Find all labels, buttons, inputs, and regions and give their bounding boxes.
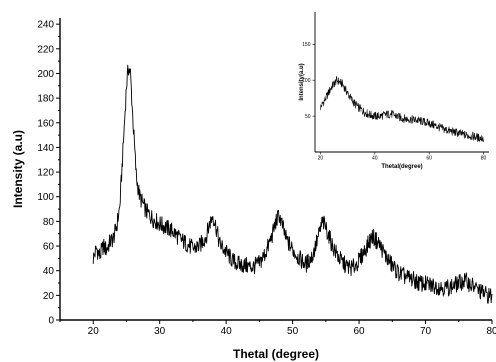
- x-tick-label: 40: [221, 326, 233, 337]
- y-tick-label: 0: [48, 316, 54, 327]
- x-tick-label: 40: [372, 156, 378, 162]
- y-tick-label: 40: [43, 266, 55, 277]
- y-tick-label: 160: [37, 118, 54, 129]
- y-tick-label: 50: [305, 114, 311, 120]
- y-tick-label: 80: [43, 217, 55, 228]
- x-tick-label: 20: [88, 326, 100, 337]
- y-tick-label: 100: [37, 192, 54, 203]
- x-tick-label: 70: [420, 326, 432, 337]
- main-chart: 0 20 40 60 80 100 120 140 160 180 200 220 240 20 30 40 5…: [11, 18, 496, 361]
- x-tick-label: 60: [354, 326, 366, 337]
- y-tick-label: 120: [37, 168, 54, 179]
- x-tick-label: 60: [426, 156, 432, 162]
- y-tick-label: 200: [37, 69, 54, 80]
- x-tick-label: 80: [481, 156, 487, 162]
- y-axis-title: Intensity(a.u): [299, 63, 305, 100]
- y-axis-title: Intensity (a.u): [11, 130, 25, 208]
- y-tick-label: 60: [43, 242, 55, 253]
- x-tick-label: 30: [154, 326, 166, 337]
- series-line: [320, 76, 484, 143]
- y-tick-label: 20: [43, 291, 55, 302]
- inset-chart: 50 100 150 20 40 60 80 Thetal(degree) Intensity(…: [299, 12, 489, 170]
- x-tick-label: 80: [486, 326, 496, 337]
- y-tick-label: 140: [37, 143, 54, 154]
- y-tick-label: 180: [37, 94, 54, 105]
- y-tick-label: 100: [302, 78, 311, 84]
- y-tick-label: 150: [302, 42, 311, 48]
- x-tick-label: 20: [318, 156, 324, 162]
- y-tick-label: 240: [37, 20, 54, 31]
- y-tick-label: 220: [37, 44, 54, 55]
- x-axis-title: Thetal (degree): [233, 347, 319, 361]
- x-axis-title: Thetal(degree): [381, 164, 422, 170]
- series-line: [92, 64, 493, 304]
- x-tick-label: 50: [287, 326, 299, 337]
